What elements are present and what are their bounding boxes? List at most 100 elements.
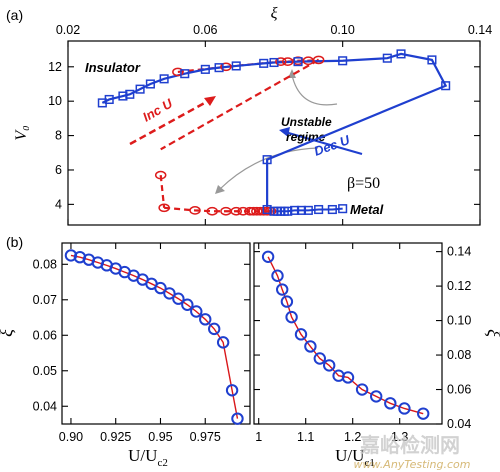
panel-a-chart: 0.02 0.06 0.10 0.14 4 6 8 10 12 ξ V₀ Insulator M… bbox=[13, 5, 492, 226]
dec-u-point bbox=[118, 91, 128, 101]
inc-u-jump-line bbox=[160, 58, 320, 151]
pbr-point bbox=[271, 269, 284, 282]
watermark-title: 嘉峪检测网 bbox=[359, 433, 460, 457]
beta-label: β=50 bbox=[347, 175, 380, 192]
inc-u-point bbox=[158, 203, 170, 213]
pbr-point bbox=[370, 390, 383, 403]
panel-label-a: (a) bbox=[6, 7, 23, 23]
dec-u-point bbox=[145, 79, 155, 89]
panel-b-right-chart: 1 1.1 1.2 1.3 0.04 0.06 0.08 0.10 0.12 0.14 ξ U/U… bbox=[253, 242, 500, 469]
pbr-point bbox=[304, 340, 317, 353]
panel-b-right-ylabel: ξ bbox=[484, 329, 500, 337]
pbr-ytick-label: 0.10 bbox=[447, 314, 471, 328]
panel-b-left-frame bbox=[61, 242, 251, 425]
panel-b-right-ticks: 1 1.1 1.2 1.3 0.04 0.06 0.08 0.10 0.12 0.14 bbox=[254, 243, 471, 444]
pbr-point bbox=[341, 371, 355, 384]
panel-a-xlabel: ξ bbox=[271, 5, 278, 22]
dec-u-point bbox=[231, 61, 241, 71]
dec-u-point bbox=[159, 74, 169, 84]
pbl-xtick-label: 0.975 bbox=[190, 430, 221, 444]
panel-b-right-xlabel: U/Uc1 bbox=[335, 446, 375, 469]
panel-b-left-xlabel-sub: c2 bbox=[157, 457, 167, 469]
unstable-arrow-up bbox=[291, 74, 338, 106]
panel-a-ytick-label: 6 bbox=[55, 163, 62, 177]
panel-b-right-xlabel-main: U/U bbox=[335, 446, 364, 465]
watermark-url: www.AnyTesting.com bbox=[354, 458, 471, 471]
dec-u-point bbox=[396, 49, 406, 59]
pbl-point bbox=[207, 322, 221, 336]
pbr-point bbox=[313, 352, 326, 365]
inc-u-point bbox=[154, 170, 167, 180]
dec-u-point bbox=[327, 204, 337, 215]
panel-b-left-ylabel: ξ bbox=[0, 329, 16, 337]
dec-u-point bbox=[97, 98, 107, 108]
metal-label: Metal bbox=[350, 202, 384, 217]
inc-u-arrow-head bbox=[204, 96, 216, 106]
pbl-ytick-label: 0.06 bbox=[33, 328, 57, 342]
pbr-point bbox=[398, 402, 411, 415]
pbr-fit-line bbox=[267, 256, 424, 415]
pbr-xtick-label: 1.2 bbox=[344, 430, 361, 444]
inc-u-point bbox=[189, 206, 201, 215]
pbr-point bbox=[355, 383, 369, 396]
dec-u-arrow-head bbox=[279, 127, 290, 137]
dec-u-point bbox=[259, 58, 269, 68]
panel-a-ticks: 0.02 0.06 0.10 0.14 4 6 8 10 12 bbox=[48, 23, 492, 225]
panel-label-b: (b) bbox=[6, 234, 23, 250]
unstable-arrow-down bbox=[219, 147, 319, 190]
panel-a-ytick-label: 4 bbox=[55, 197, 62, 211]
pbr-point bbox=[285, 310, 298, 324]
pbl-xtick-label: 0.925 bbox=[100, 430, 131, 444]
unstable-label-line1: Unstable bbox=[281, 115, 332, 129]
dec-u-arrow bbox=[284, 130, 363, 156]
panel-b-left-series bbox=[64, 249, 244, 425]
pbr-point bbox=[294, 328, 308, 341]
inc-u-lower-line bbox=[164, 206, 271, 213]
pbl-ytick-label: 0.07 bbox=[33, 293, 57, 307]
pbl-point bbox=[199, 313, 212, 326]
dec-u-point bbox=[269, 57, 279, 68]
pbl-ytick-label: 0.05 bbox=[33, 364, 57, 378]
pbr-ytick-label: 0.12 bbox=[447, 279, 471, 293]
dec-u-point bbox=[180, 69, 190, 79]
panel-b-right-series bbox=[261, 250, 430, 420]
pbr-ytick-label: 0.04 bbox=[447, 417, 471, 431]
inc-u-point bbox=[220, 62, 232, 72]
pbl-xtick-label: 0.90 bbox=[59, 430, 83, 444]
dec-u-point bbox=[338, 56, 348, 66]
inc-u-point bbox=[275, 57, 287, 66]
dec-u-point bbox=[262, 155, 272, 165]
dec-u-point bbox=[293, 57, 303, 67]
pbl-point bbox=[181, 298, 194, 311]
inc-u-label: Inc U bbox=[140, 95, 176, 124]
pbr-point bbox=[261, 250, 275, 263]
inc-u-point bbox=[230, 206, 242, 216]
pbl-point bbox=[64, 249, 78, 262]
inc-u-point bbox=[261, 206, 273, 216]
panel-a-ytick-label: 10 bbox=[48, 94, 62, 108]
panel-a-ytick-label: 12 bbox=[48, 60, 62, 74]
pbl-point bbox=[172, 292, 185, 305]
dec-u-lower-line bbox=[274, 207, 343, 213]
pbr-xtick-label: 1 bbox=[255, 430, 262, 444]
pbl-ytick-label: 0.04 bbox=[33, 399, 57, 413]
pbr-point bbox=[280, 295, 294, 308]
pbr-ytick-label: 0.06 bbox=[447, 383, 471, 397]
panel-a-series bbox=[97, 49, 451, 216]
dec-u-point bbox=[135, 84, 145, 94]
pbl-xtick-label: 0.95 bbox=[148, 430, 172, 444]
pbl-point bbox=[190, 305, 203, 318]
panel-b-right-xlabel-sub: c1 bbox=[364, 457, 374, 469]
inc-u-point bbox=[172, 67, 184, 77]
panel-a-ylabel: V₀ bbox=[13, 125, 30, 140]
panel-a-xtick-label: 0.14 bbox=[468, 23, 492, 37]
dec-u-point bbox=[441, 81, 451, 91]
dec-u-point bbox=[314, 204, 324, 215]
dec-u-point bbox=[214, 63, 224, 73]
pbl-point bbox=[225, 384, 239, 397]
dec-u-point bbox=[427, 55, 437, 65]
pbr-xtick-label: 1.1 bbox=[297, 430, 314, 444]
pbl-point bbox=[231, 412, 244, 425]
panel-b-left-xlabel: U/Uc2 bbox=[128, 446, 168, 469]
panel-a-ytick-label: 8 bbox=[55, 129, 62, 143]
